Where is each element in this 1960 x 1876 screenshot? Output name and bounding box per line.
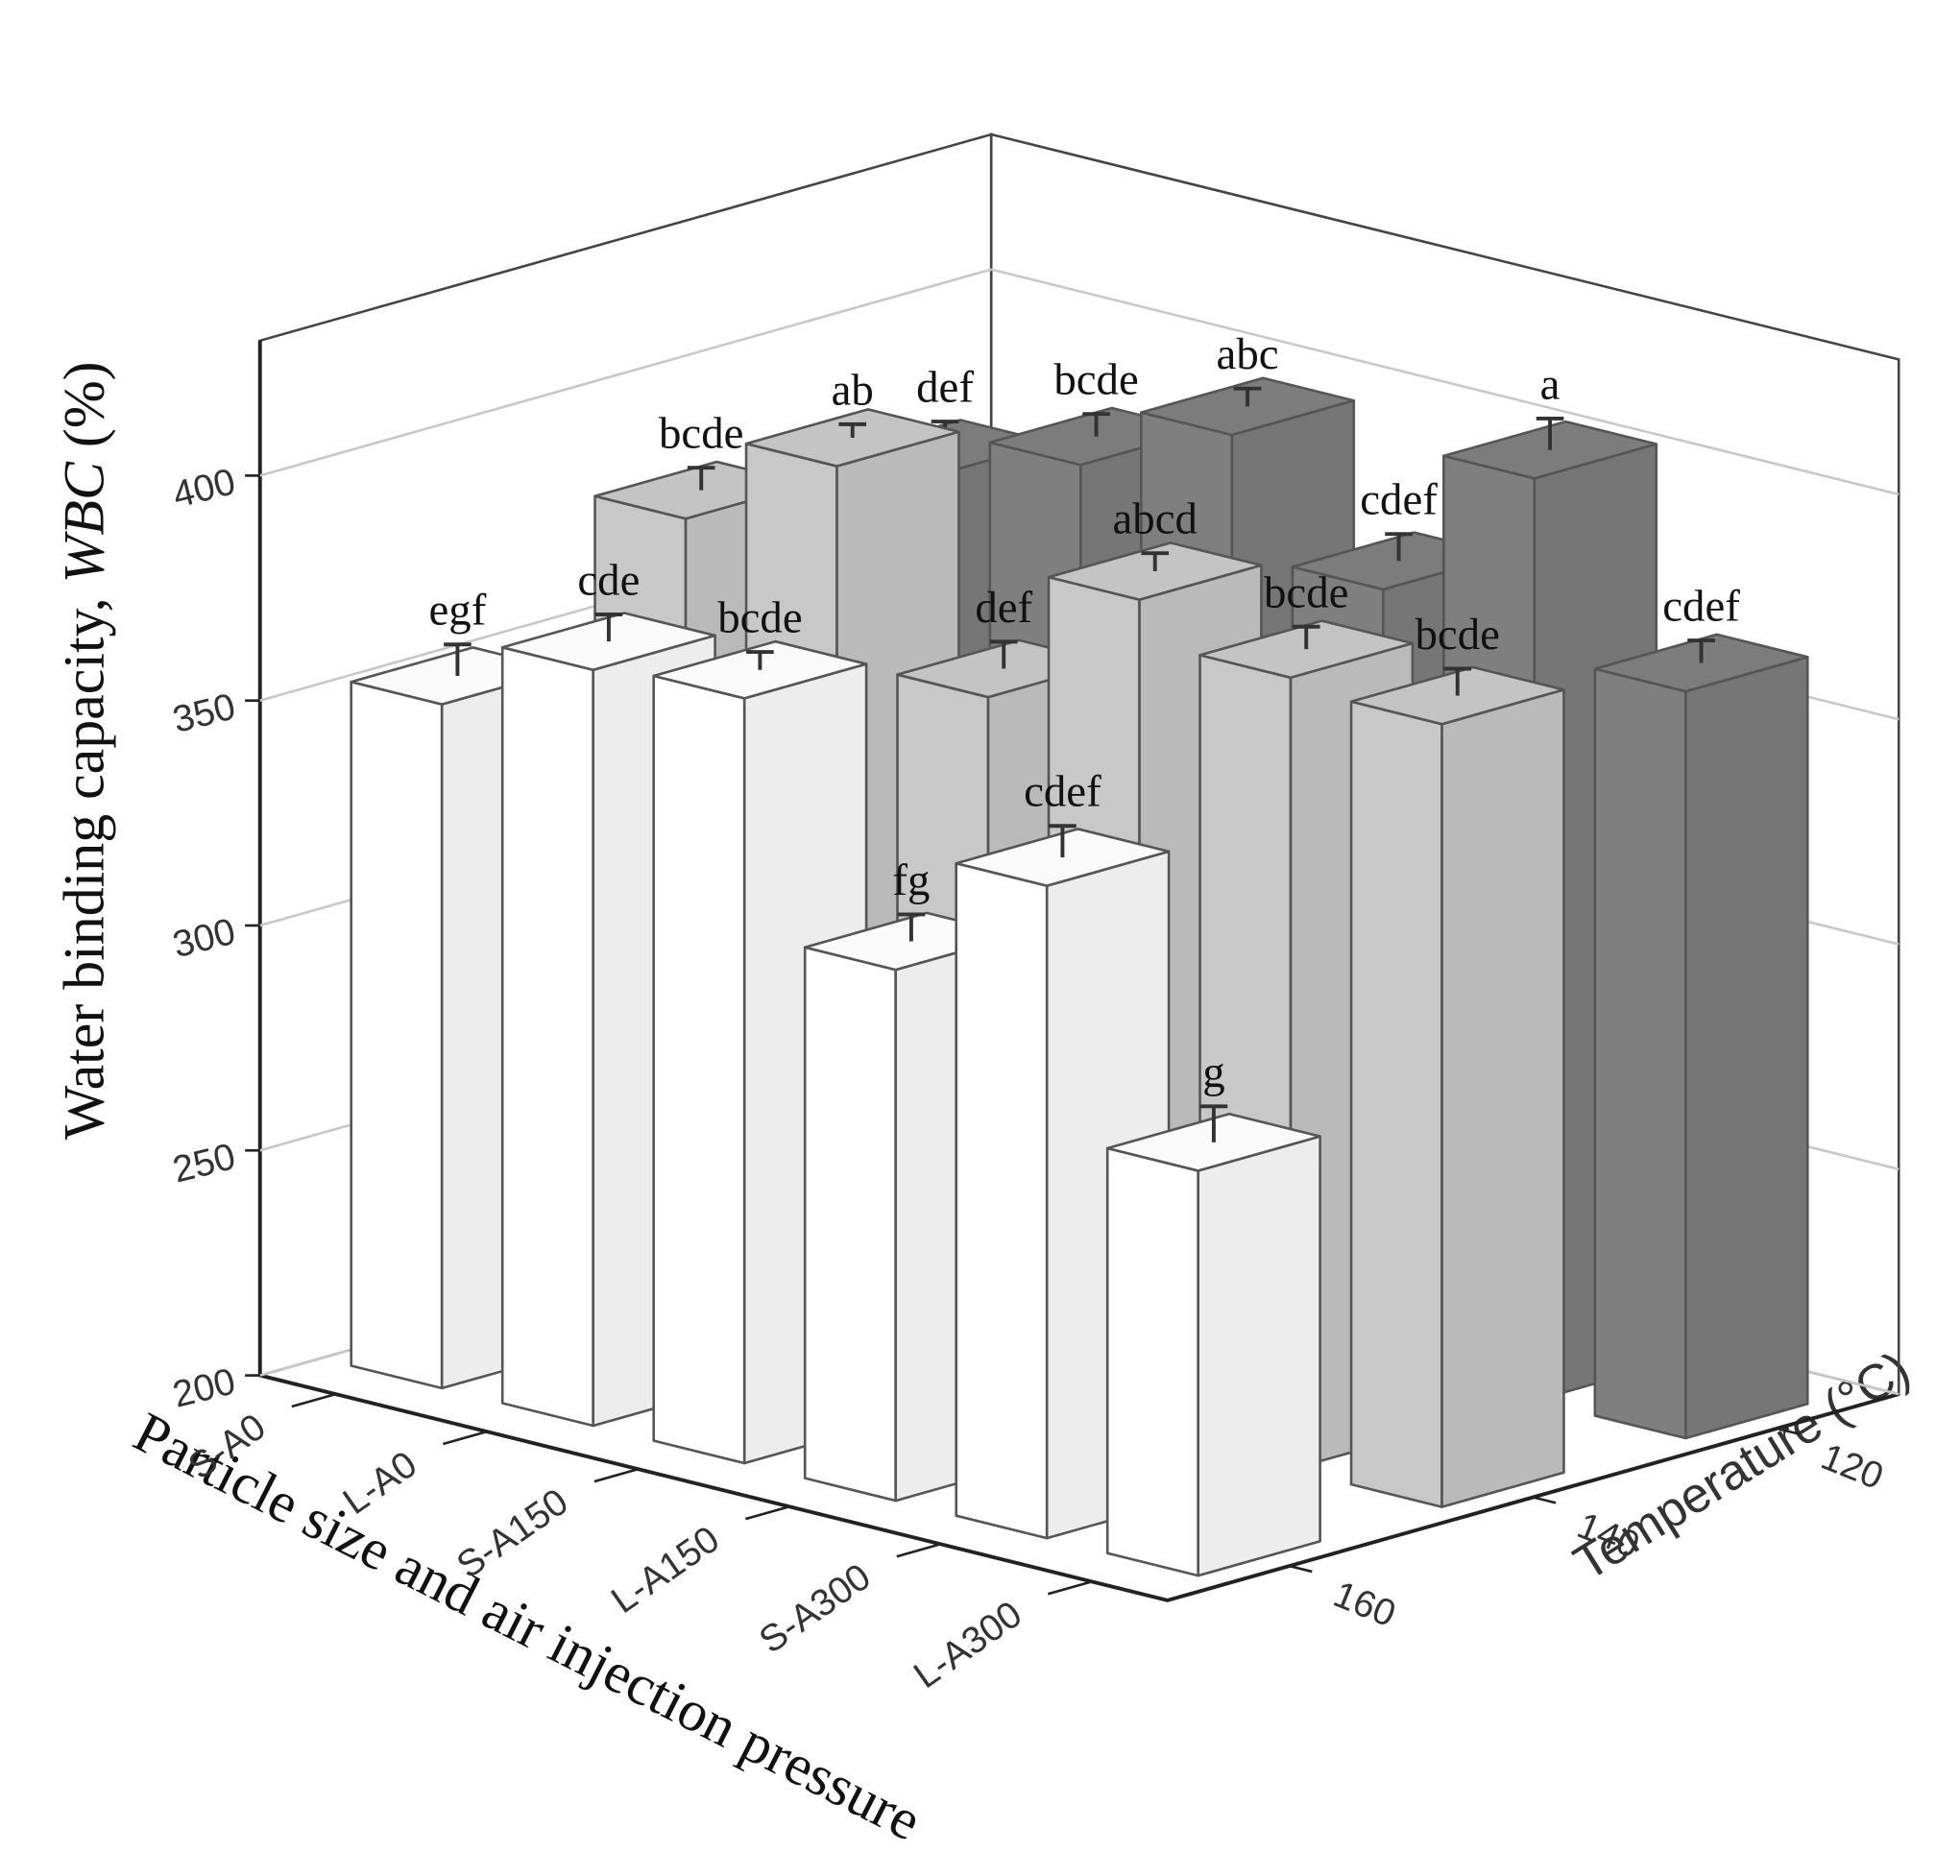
z-tick-label: 160 (1328, 1574, 1401, 1635)
x-tick-label: S-A300 (752, 1556, 878, 1662)
x-tick (593, 1467, 639, 1483)
y-tick-label: 400 (169, 461, 240, 516)
bar-front (1593, 667, 1687, 1440)
significance-letter: ab (832, 365, 874, 415)
significance-letter: bcde (717, 593, 802, 643)
significance-letter: fg (892, 855, 930, 905)
significance-letter: cdef (1024, 767, 1101, 817)
bar-top (1105, 1112, 1321, 1172)
y-tick-label: 300 (169, 911, 240, 966)
y-tick-label: 200 (169, 1360, 240, 1415)
significance-letter: bcde (1264, 567, 1348, 617)
z-tick (1533, 1496, 1557, 1504)
significance-letter: bcde (659, 409, 743, 459)
bar-side (1197, 1135, 1321, 1577)
significance-letter: cdef (1360, 475, 1438, 525)
bar-front (1105, 1146, 1200, 1577)
significance-letter: g (1202, 1047, 1224, 1097)
x-tick (744, 1505, 790, 1521)
y-tick-label: 250 (169, 1136, 240, 1191)
significance-letter: bcde (1416, 610, 1500, 660)
x-tick (1047, 1580, 1093, 1596)
significance-letter: abc (1217, 329, 1279, 379)
x-tick-label: L-A300 (907, 1594, 1029, 1696)
significance-letter: a (1540, 359, 1561, 409)
grid-line (259, 268, 992, 477)
x-tick-label: L-A150 (604, 1519, 727, 1622)
z-tick-label: 120 (1815, 1436, 1888, 1498)
bar-front (1349, 700, 1443, 1508)
significance-letter: def (975, 583, 1032, 633)
y-tick-label: 350 (169, 686, 240, 741)
grid-line (990, 268, 1900, 496)
bar-side (1440, 688, 1565, 1508)
significance-letter: def (916, 363, 974, 413)
z-tick (1289, 1564, 1313, 1574)
bar-side (1684, 656, 1809, 1440)
z-tick (1776, 1427, 1801, 1436)
significance-letter: cdef (1662, 582, 1740, 632)
bar-front (500, 645, 595, 1428)
significance-letter: egf (428, 586, 486, 636)
bar-front (803, 946, 898, 1503)
y-axis-label: Water binding capacity, WBC (%) (52, 361, 115, 1140)
significance-letter: abcd (1113, 494, 1198, 544)
y-label-part: (%) (52, 361, 115, 462)
x-tick (442, 1430, 488, 1446)
significance-letter: bcde (1053, 355, 1138, 405)
floor-edge (259, 1373, 1900, 1602)
x-tick-label: S-A150 (449, 1481, 575, 1587)
significance-letter: cde (577, 556, 640, 606)
y-label-part: WBC (52, 461, 115, 583)
x-tick (291, 1392, 336, 1408)
bar-front (350, 680, 444, 1390)
x-tick (896, 1543, 941, 1558)
y-label-part: Water binding capacity, (52, 583, 115, 1140)
bar-front (652, 674, 746, 1465)
bar-front (955, 861, 1049, 1540)
